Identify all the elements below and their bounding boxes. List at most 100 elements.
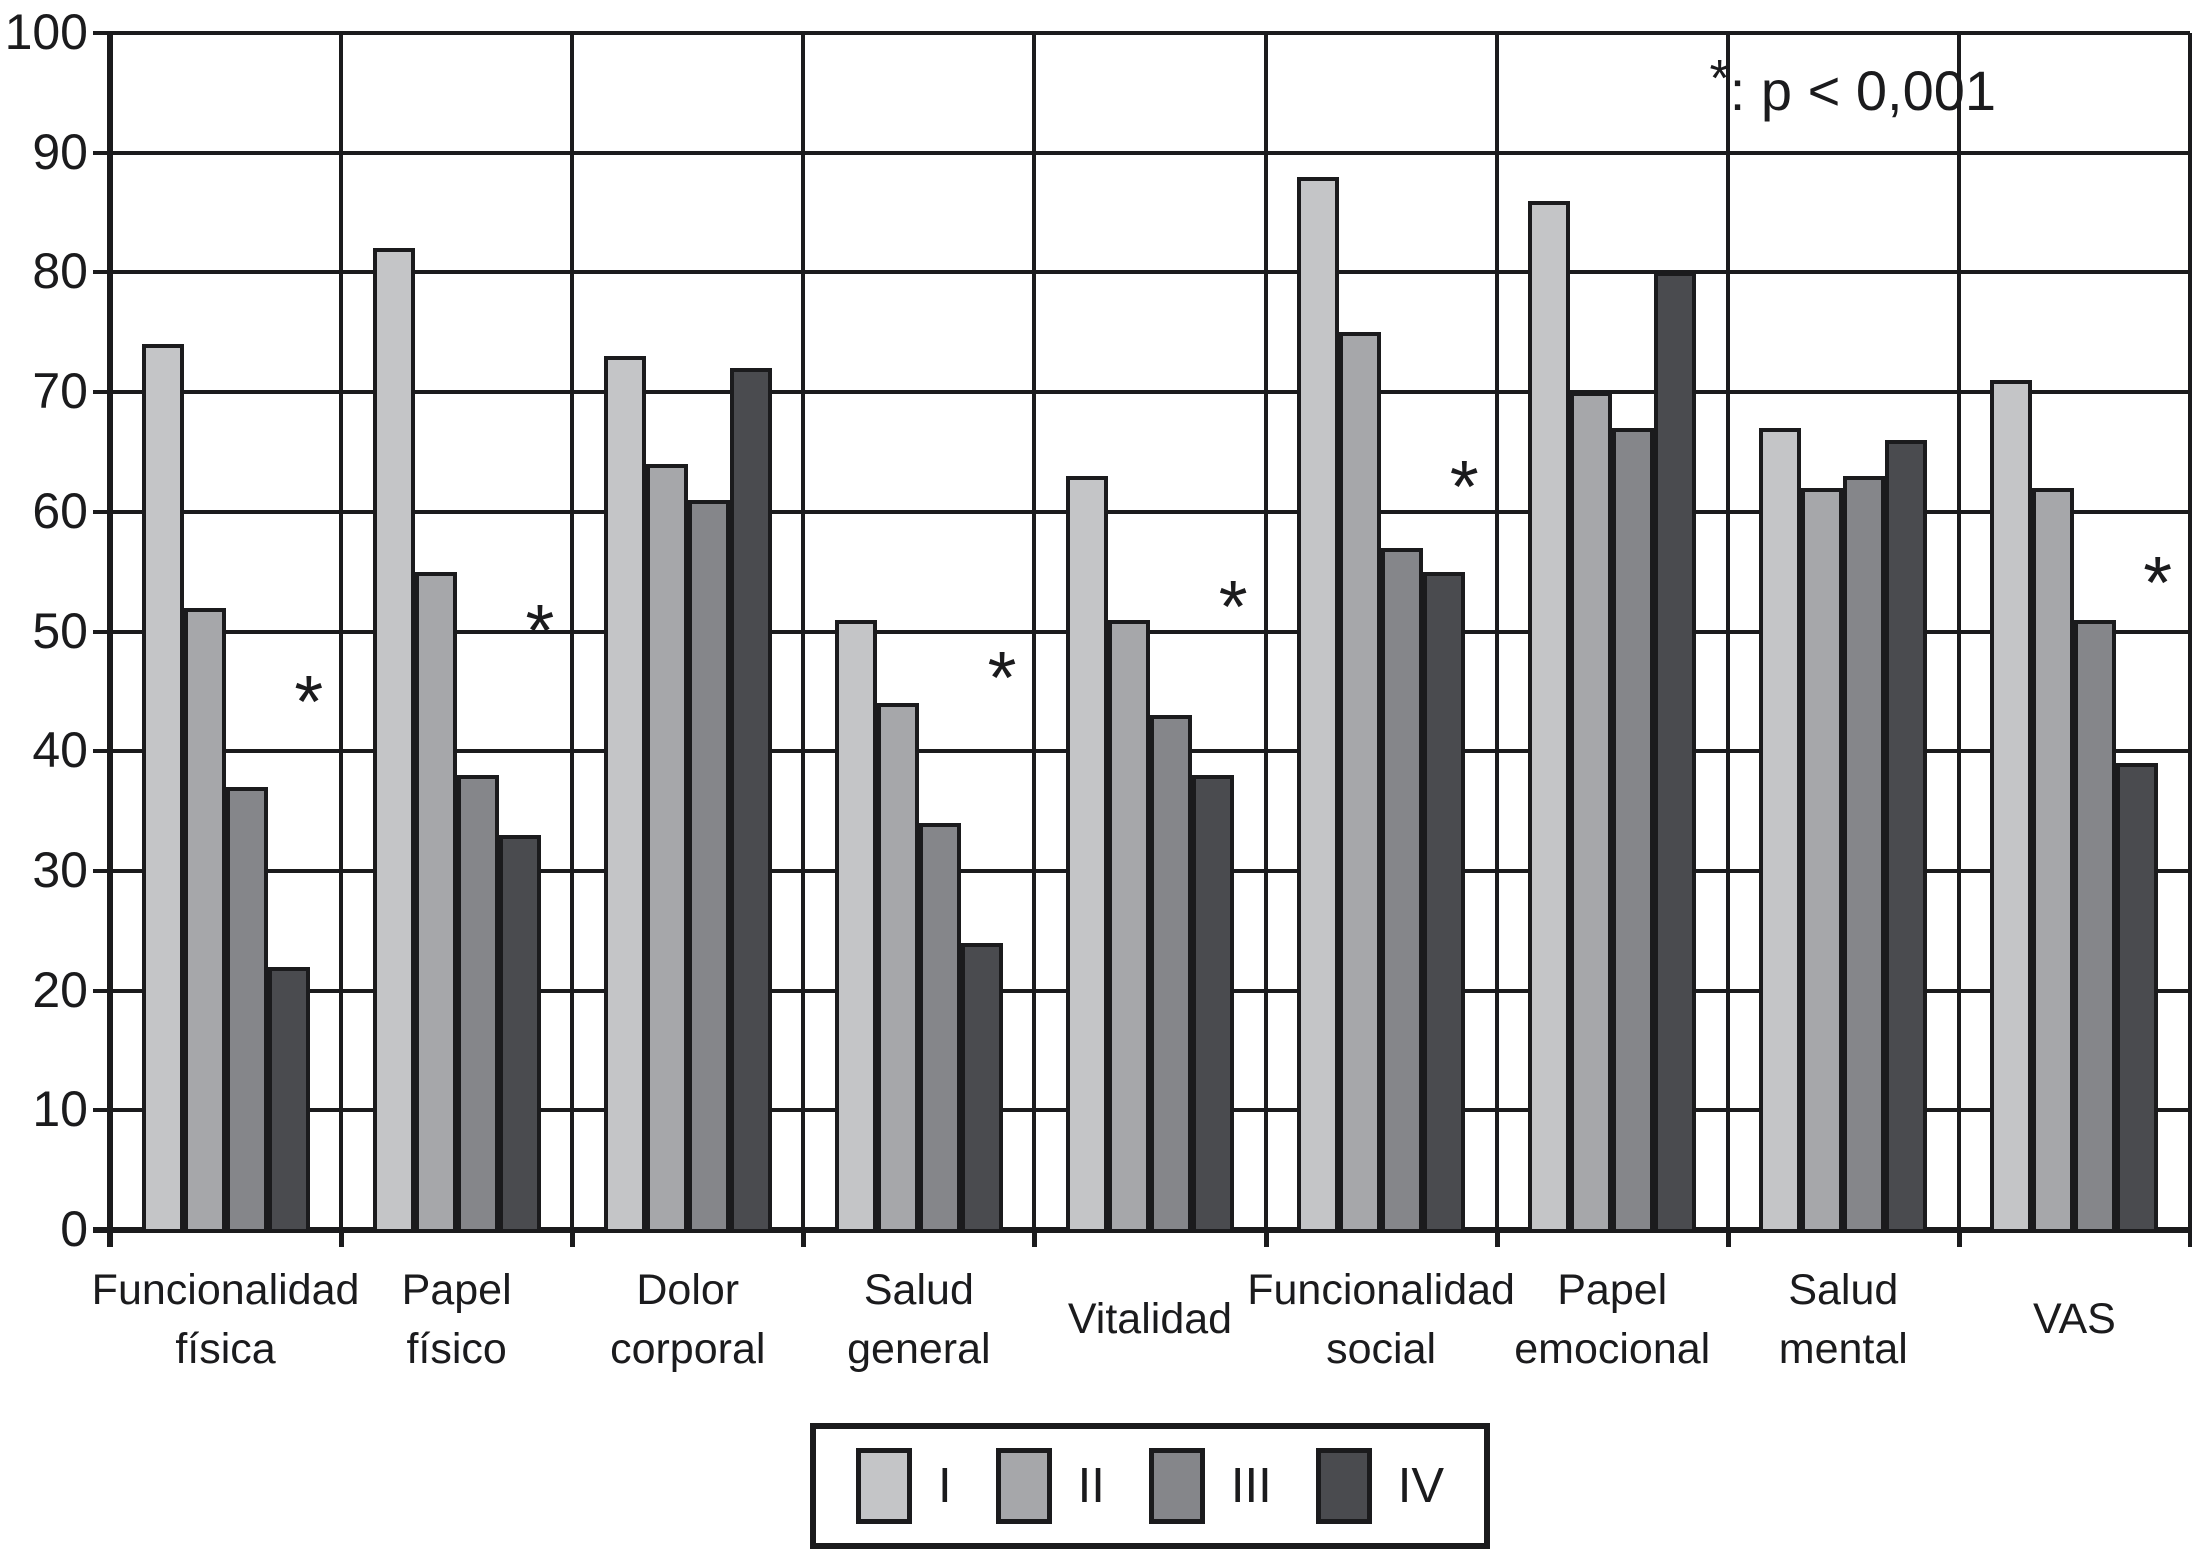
bar-III-salud-general bbox=[918, 823, 961, 1233]
bar-IV-vas bbox=[2116, 763, 2159, 1233]
bar-IV-papel-emocional bbox=[1654, 272, 1697, 1233]
legend-label-II: II bbox=[1077, 1458, 1105, 1513]
bar-I-vas bbox=[1990, 380, 2033, 1233]
y-axis-label-0: 0 bbox=[60, 1201, 88, 1257]
category-separator bbox=[1032, 33, 1037, 1230]
bar-II-vitalidad bbox=[1108, 619, 1150, 1233]
category-separator bbox=[570, 33, 575, 1230]
plot-right-border bbox=[2188, 33, 2192, 1230]
gridline-y-60 bbox=[93, 509, 2190, 514]
significance-asterisk: * bbox=[1218, 564, 1248, 648]
bar-IV-salud-mental bbox=[1885, 439, 1928, 1233]
bar-IV-funcionalidad-social bbox=[1423, 571, 1466, 1233]
bar-II-papel-físico bbox=[414, 571, 457, 1233]
bar-III-funcionalidad-física bbox=[225, 787, 268, 1233]
x-axis-tick bbox=[1725, 1230, 1731, 1247]
gridline-y-80 bbox=[93, 270, 2190, 275]
bar-I-salud-general bbox=[834, 619, 877, 1233]
x-axis-tick bbox=[1956, 1230, 1962, 1247]
category-label-salud-mental: Salud mental bbox=[1778, 1265, 1908, 1373]
y-axis-label-40: 40 bbox=[32, 722, 88, 779]
bar-III-funcionalidad-social bbox=[1381, 547, 1424, 1233]
category-label-funcionalidad-física: Funcionalidad física bbox=[91, 1265, 360, 1373]
significance-note-text: : p < 0,001 bbox=[1729, 59, 1996, 122]
category-separator bbox=[339, 33, 344, 1230]
legend-item-I: I bbox=[856, 1448, 952, 1524]
bar-I-vitalidad bbox=[1066, 475, 1108, 1233]
bar-IV-funcionalidad-física bbox=[267, 966, 310, 1233]
bar-IV-vitalidad bbox=[1192, 775, 1234, 1233]
category-separator bbox=[1494, 33, 1499, 1230]
category-separator bbox=[1725, 33, 1730, 1230]
category-separator bbox=[1956, 33, 1961, 1230]
legend-item-III: III bbox=[1148, 1448, 1272, 1524]
y-axis-label-100: 100 bbox=[4, 4, 88, 60]
category-label-vitalidad: Vitalidad bbox=[1067, 1295, 1233, 1344]
bar-III-papel-emocional bbox=[1612, 428, 1655, 1233]
bar-II-salud-general bbox=[876, 703, 919, 1233]
legend-swatch-II bbox=[995, 1448, 1052, 1524]
x-axis-tick bbox=[339, 1230, 345, 1247]
bar-II-dolor-corporal bbox=[645, 463, 688, 1233]
bar-III-vas bbox=[2074, 619, 2117, 1233]
y-axis-label-30: 30 bbox=[32, 841, 88, 898]
legend-label-I: I bbox=[938, 1458, 952, 1513]
category-label-dolor-corporal: Dolor corporal bbox=[610, 1265, 766, 1373]
category-label-vas: VAS bbox=[2033, 1295, 2116, 1344]
legend-item-II: II bbox=[995, 1448, 1105, 1524]
gridline-y-90 bbox=[93, 150, 2190, 155]
x-axis-tick bbox=[2188, 1230, 2192, 1247]
significance-asterisk: * bbox=[294, 660, 324, 744]
bar-I-papel-emocional bbox=[1528, 200, 1571, 1233]
category-label-papel-físico: Papel físico bbox=[401, 1265, 512, 1373]
y-axis-label-50: 50 bbox=[32, 602, 88, 659]
significance-asterisk: * bbox=[987, 636, 1017, 720]
bar-II-papel-emocional bbox=[1570, 392, 1613, 1233]
x-axis-tick bbox=[570, 1230, 576, 1247]
significance-asterisk: * bbox=[2143, 540, 2173, 624]
y-axis-label-90: 90 bbox=[32, 123, 88, 180]
x-axis-tick bbox=[1494, 1230, 1500, 1247]
category-label-papel-emocional: Papel emocional bbox=[1514, 1265, 1711, 1373]
bar-IV-papel-físico bbox=[498, 834, 541, 1233]
legend-swatch-IV bbox=[1315, 1448, 1372, 1524]
gridline-y-70 bbox=[93, 390, 2190, 395]
bar-I-dolor-corporal bbox=[603, 356, 646, 1233]
significance-note: *: p < 0,001 bbox=[1710, 50, 1996, 123]
bar-IV-salud-general bbox=[960, 942, 1003, 1233]
bar-IV-dolor-corporal bbox=[729, 368, 772, 1233]
category-label-salud-general: Salud general bbox=[847, 1265, 991, 1373]
bar-I-papel-físico bbox=[372, 248, 415, 1233]
significance-asterisk: * bbox=[1449, 444, 1479, 528]
category-label-funcionalidad-social: Funcionalidad social bbox=[1247, 1265, 1515, 1373]
y-axis-label-20: 20 bbox=[32, 961, 88, 1018]
bar-III-dolor-corporal bbox=[687, 499, 730, 1233]
legend-label-III: III bbox=[1230, 1458, 1272, 1513]
bar-I-salud-mental bbox=[1759, 428, 1802, 1233]
category-separator bbox=[1263, 33, 1268, 1230]
y-axis-label-60: 60 bbox=[32, 482, 88, 539]
x-axis-tick bbox=[1263, 1230, 1269, 1247]
bar-III-papel-físico bbox=[456, 775, 499, 1233]
bar-III-vitalidad bbox=[1150, 715, 1192, 1233]
y-axis-label-10: 10 bbox=[32, 1081, 88, 1138]
bar-II-funcionalidad-física bbox=[183, 607, 226, 1233]
category-separator bbox=[801, 33, 806, 1230]
significance-asterisk: * bbox=[525, 588, 555, 672]
legend-swatch-I bbox=[856, 1448, 912, 1524]
bar-II-funcionalidad-social bbox=[1339, 332, 1382, 1233]
x-axis-tick bbox=[1032, 1230, 1038, 1247]
gridline-y-100 bbox=[93, 31, 2190, 35]
bar-I-funcionalidad-física bbox=[141, 344, 184, 1233]
y-axis-label-70: 70 bbox=[32, 363, 88, 420]
x-axis-tick bbox=[801, 1230, 807, 1247]
significance-note-asterisk: * bbox=[1709, 50, 1730, 108]
bar-III-salud-mental bbox=[1843, 475, 1886, 1233]
y-axis-line bbox=[107, 33, 113, 1247]
legend-item-IV: IV bbox=[1315, 1448, 1444, 1524]
legend-label-IV: IV bbox=[1397, 1458, 1444, 1513]
bar-I-funcionalidad-social bbox=[1297, 176, 1340, 1233]
bar-II-salud-mental bbox=[1801, 487, 1844, 1233]
bar-II-vas bbox=[2032, 487, 2075, 1233]
